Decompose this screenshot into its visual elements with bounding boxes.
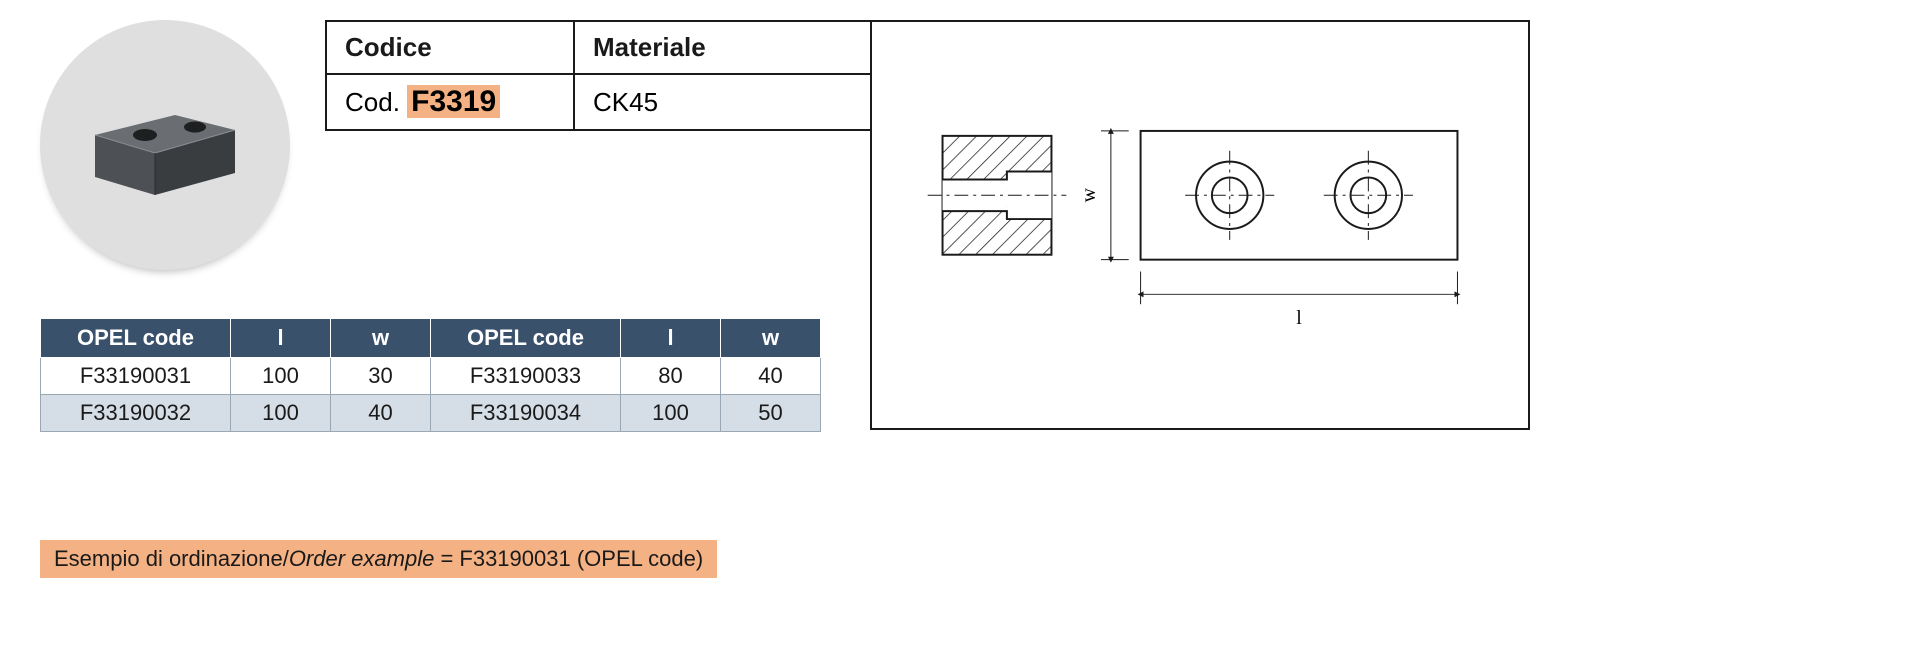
data-cell: 40 <box>331 395 431 432</box>
spec-code-cell: Cod. F3319 <box>326 74 574 130</box>
order-example-italic: Order example <box>289 546 435 571</box>
data-table-header-row: OPEL code l w OPEL code l w <box>41 319 821 358</box>
technical-drawing: w l <box>870 20 1530 430</box>
data-cell: 100 <box>231 395 331 432</box>
data-table: OPEL code l w OPEL code l w F33190031 10… <box>40 318 821 432</box>
data-cell: 50 <box>721 395 821 432</box>
spec-code-value: F3319 <box>407 85 500 118</box>
data-cell: 30 <box>331 358 431 395</box>
product-block-icon <box>75 85 255 205</box>
order-example: Esempio di ordinazione/Order example = F… <box>40 540 717 578</box>
dim-label-l: l <box>1296 307 1302 329</box>
data-th: l <box>231 319 331 358</box>
data-th: OPEL code <box>41 319 231 358</box>
data-cell: F33190032 <box>41 395 231 432</box>
table-row: F33190032 100 40 F33190034 100 50 <box>41 395 821 432</box>
data-cell: F33190033 <box>431 358 621 395</box>
spec-header-code: Codice <box>326 21 574 74</box>
data-cell: 40 <box>721 358 821 395</box>
data-cell: 80 <box>621 358 721 395</box>
data-cell: F33190031 <box>41 358 231 395</box>
spec-code-prefix: Cod. <box>345 87 407 117</box>
spec-table: Codice Materiale Cod. F3319 CK45 <box>325 20 895 131</box>
dim-label-w: w <box>1078 187 1100 202</box>
spec-material-value: CK45 <box>574 74 894 130</box>
data-th: w <box>331 319 431 358</box>
data-th: w <box>721 319 821 358</box>
order-example-prefix: Esempio di ordinazione/ <box>54 546 289 571</box>
data-th: OPEL code <box>431 319 621 358</box>
product-image-circle <box>40 20 290 270</box>
data-cell: F33190034 <box>431 395 621 432</box>
order-example-suffix: = F33190031 (OPEL code) <box>434 546 703 571</box>
spec-header-material: Materiale <box>574 21 894 74</box>
data-th: l <box>621 319 721 358</box>
data-cell: 100 <box>231 358 331 395</box>
table-row: F33190031 100 30 F33190033 80 40 <box>41 358 821 395</box>
data-cell: 100 <box>621 395 721 432</box>
